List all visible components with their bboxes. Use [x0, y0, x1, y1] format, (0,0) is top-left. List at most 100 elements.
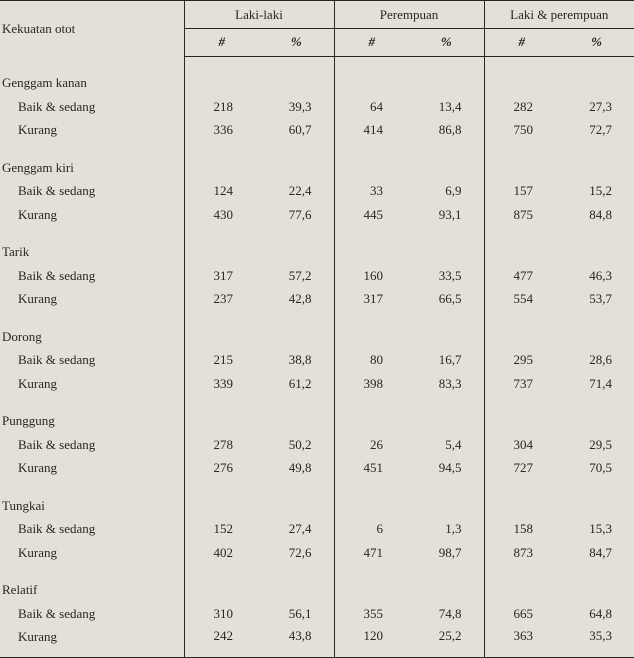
cell-total-percent: 70,5: [559, 456, 634, 480]
cell-male-percent: 60,7: [259, 118, 334, 142]
row-label: Kurang: [0, 456, 184, 480]
header-sub-percent: %: [259, 29, 334, 57]
cell-male-percent: 57,2: [259, 264, 334, 288]
header-sub-percent: %: [559, 29, 634, 57]
cell-male-count: 339: [184, 372, 259, 396]
cell-total-percent: 15,2: [559, 179, 634, 203]
cell-female-percent: 16,7: [409, 348, 484, 372]
cell-female-percent: 6,9: [409, 179, 484, 203]
cell-female-percent: 74,8: [409, 602, 484, 626]
cell-total-percent: 53,7: [559, 287, 634, 311]
header-sub-count: #: [484, 29, 559, 57]
cell-male-count: 278: [184, 433, 259, 457]
cell-total-percent: 29,5: [559, 433, 634, 457]
cell-male-count: 430: [184, 203, 259, 227]
category-name: Tarik: [0, 240, 184, 264]
header-group-female: Perempuan: [334, 1, 484, 29]
cell-total-percent: 64,8: [559, 602, 634, 626]
header-rowlabel: Kekuatan otot: [0, 1, 184, 57]
cell-female-count: 33: [334, 179, 409, 203]
cell-total-count: 665: [484, 602, 559, 626]
row-label: Baik & sedang: [0, 602, 184, 626]
cell-male-percent: 42,8: [259, 287, 334, 311]
cell-female-percent: 5,4: [409, 433, 484, 457]
row-label: Baik & sedang: [0, 95, 184, 119]
cell-total-percent: 35,3: [559, 625, 634, 657]
cell-total-percent: 84,8: [559, 203, 634, 227]
cell-female-count: 414: [334, 118, 409, 142]
cell-male-count: 124: [184, 179, 259, 203]
header-sub-count: #: [184, 29, 259, 57]
cell-male-count: 152: [184, 517, 259, 541]
cell-female-percent: 83,3: [409, 372, 484, 396]
cell-total-count: 873: [484, 541, 559, 565]
row-label: Baik & sedang: [0, 433, 184, 457]
cell-female-percent: 13,4: [409, 95, 484, 119]
cell-total-count: 304: [484, 433, 559, 457]
cell-total-count: 158: [484, 517, 559, 541]
cell-female-count: 26: [334, 433, 409, 457]
row-label: Kurang: [0, 287, 184, 311]
cell-total-percent: 27,3: [559, 95, 634, 119]
row-label: Kurang: [0, 625, 184, 657]
cell-male-percent: 38,8: [259, 348, 334, 372]
cell-total-percent: 15,3: [559, 517, 634, 541]
category-name: Relatif: [0, 578, 184, 602]
cell-male-percent: 22,4: [259, 179, 334, 203]
cell-male-percent: 49,8: [259, 456, 334, 480]
cell-total-percent: 71,4: [559, 372, 634, 396]
row-label: Baik & sedang: [0, 348, 184, 372]
cell-male-count: 218: [184, 95, 259, 119]
cell-total-count: 875: [484, 203, 559, 227]
cell-male-percent: 72,6: [259, 541, 334, 565]
row-label: Kurang: [0, 203, 184, 227]
cell-female-percent: 25,2: [409, 625, 484, 657]
cell-male-count: 276: [184, 456, 259, 480]
cell-total-count: 157: [484, 179, 559, 203]
cell-female-count: 451: [334, 456, 409, 480]
header-group-male: Laki-laki: [184, 1, 334, 29]
cell-female-count: 120: [334, 625, 409, 657]
cell-total-percent: 84,7: [559, 541, 634, 565]
category-name: Tungkai: [0, 494, 184, 518]
cell-female-percent: 94,5: [409, 456, 484, 480]
cell-male-count: 310: [184, 602, 259, 626]
cell-total-count: 554: [484, 287, 559, 311]
cell-female-count: 64: [334, 95, 409, 119]
header-group-total: Laki & perempuan: [484, 1, 634, 29]
cell-male-percent: 43,8: [259, 625, 334, 657]
cell-total-count: 282: [484, 95, 559, 119]
cell-male-percent: 77,6: [259, 203, 334, 227]
row-label: Kurang: [0, 541, 184, 565]
cell-total-count: 737: [484, 372, 559, 396]
cell-male-count: 237: [184, 287, 259, 311]
cell-female-count: 80: [334, 348, 409, 372]
row-label: Baik & sedang: [0, 264, 184, 288]
cell-female-percent: 98,7: [409, 541, 484, 565]
cell-male-count: 242: [184, 625, 259, 657]
cell-male-count: 402: [184, 541, 259, 565]
cell-total-count: 363: [484, 625, 559, 657]
cell-female-percent: 93,1: [409, 203, 484, 227]
cell-female-count: 398: [334, 372, 409, 396]
category-name: Punggung: [0, 409, 184, 433]
cell-female-percent: 33,5: [409, 264, 484, 288]
cell-female-count: 445: [334, 203, 409, 227]
row-label: Kurang: [0, 372, 184, 396]
header-sub-percent: %: [409, 29, 484, 57]
cell-total-count: 477: [484, 264, 559, 288]
cell-total-percent: 28,6: [559, 348, 634, 372]
cell-male-count: 215: [184, 348, 259, 372]
cell-female-percent: 86,8: [409, 118, 484, 142]
row-label: Kurang: [0, 118, 184, 142]
cell-male-count: 336: [184, 118, 259, 142]
cell-female-count: 6: [334, 517, 409, 541]
cell-total-count: 295: [484, 348, 559, 372]
cell-total-percent: 72,7: [559, 118, 634, 142]
category-name: Dorong: [0, 325, 184, 349]
cell-female-count: 317: [334, 287, 409, 311]
cell-male-percent: 27,4: [259, 517, 334, 541]
cell-female-count: 471: [334, 541, 409, 565]
cell-total-percent: 46,3: [559, 264, 634, 288]
header-sub-count: #: [334, 29, 409, 57]
